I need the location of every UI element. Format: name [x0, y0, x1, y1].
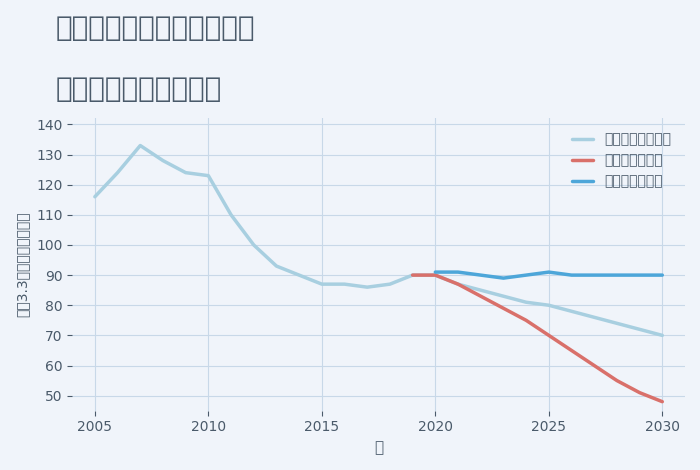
Line: バッドシナリオ: バッドシナリオ — [412, 275, 662, 402]
バッドシナリオ — [431, 272, 440, 278]
ノーマルシナリオ — [477, 287, 485, 293]
Text: 兵庫県豊岡市出石町大谷の: 兵庫県豊岡市出石町大谷の — [56, 14, 255, 42]
ノーマルシナリオ — [227, 212, 235, 218]
ノーマルシナリオ — [499, 293, 508, 299]
ノーマルシナリオ — [340, 282, 349, 287]
ノーマルシナリオ — [636, 327, 644, 332]
バッドシナリオ — [545, 333, 553, 338]
グッドシナリオ — [590, 272, 598, 278]
ノーマルシナリオ — [408, 272, 416, 278]
ノーマルシナリオ — [113, 170, 122, 175]
バッドシナリオ — [590, 363, 598, 368]
バッドシナリオ — [408, 272, 416, 278]
ノーマルシナリオ — [318, 282, 326, 287]
グッドシナリオ — [567, 272, 575, 278]
ノーマルシナリオ — [431, 272, 440, 278]
ノーマルシナリオ — [590, 314, 598, 320]
バッドシナリオ — [636, 390, 644, 395]
ノーマルシナリオ — [204, 173, 213, 179]
バッドシナリオ — [612, 378, 621, 384]
ノーマルシナリオ — [136, 143, 144, 149]
バッドシナリオ — [477, 293, 485, 299]
グッドシナリオ — [545, 269, 553, 275]
ノーマルシナリオ — [612, 321, 621, 326]
ノーマルシナリオ — [295, 272, 303, 278]
ノーマルシナリオ — [567, 308, 575, 314]
バッドシナリオ — [499, 306, 508, 311]
ノーマルシナリオ — [454, 282, 462, 287]
Y-axis label: 坪（3.3㎡）単価（万円）: 坪（3.3㎡）単価（万円） — [15, 212, 29, 317]
バッドシナリオ — [454, 282, 462, 287]
Line: グッドシナリオ: グッドシナリオ — [435, 272, 662, 278]
ノーマルシナリオ — [363, 284, 372, 290]
グッドシナリオ — [636, 272, 644, 278]
グッドシナリオ — [454, 269, 462, 275]
ノーマルシナリオ — [159, 158, 167, 164]
Line: ノーマルシナリオ: ノーマルシナリオ — [95, 146, 662, 336]
ノーマルシナリオ — [272, 263, 281, 269]
ノーマルシナリオ — [522, 299, 531, 305]
バッドシナリオ — [522, 318, 531, 323]
グッドシナリオ — [612, 272, 621, 278]
ノーマルシナリオ — [386, 282, 394, 287]
X-axis label: 年: 年 — [374, 440, 383, 455]
バッドシナリオ — [567, 348, 575, 353]
バッドシナリオ — [658, 399, 666, 405]
グッドシナリオ — [477, 272, 485, 278]
ノーマルシナリオ — [545, 302, 553, 308]
Legend: ノーマルシナリオ, バッドシナリオ, グッドシナリオ: ノーマルシナリオ, バッドシナリオ, グッドシナリオ — [565, 125, 678, 195]
グッドシナリオ — [658, 272, 666, 278]
ノーマルシナリオ — [91, 194, 99, 200]
Text: 中古戸建ての価格推移: 中古戸建ての価格推移 — [56, 75, 223, 103]
ノーマルシナリオ — [249, 242, 258, 248]
グッドシナリオ — [431, 269, 440, 275]
ノーマルシナリオ — [658, 333, 666, 338]
グッドシナリオ — [499, 275, 508, 281]
グッドシナリオ — [522, 272, 531, 278]
ノーマルシナリオ — [181, 170, 190, 175]
